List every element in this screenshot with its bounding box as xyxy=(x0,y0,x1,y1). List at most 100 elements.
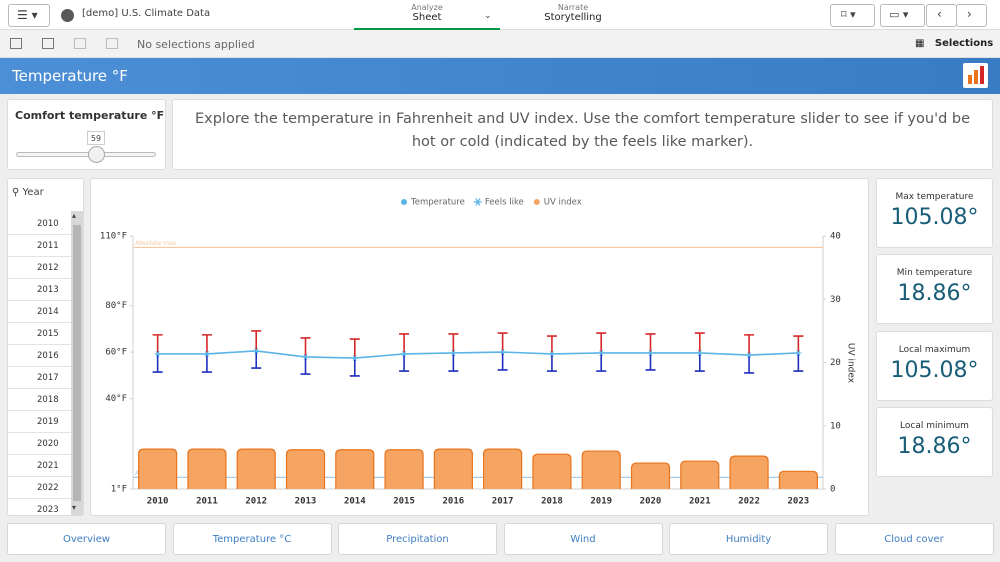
feels-like-marker xyxy=(302,354,309,360)
uv-bar xyxy=(433,448,473,489)
error-bar-min xyxy=(744,355,755,374)
y2-tick-label: 40 xyxy=(830,232,841,242)
x-tick-label: 2023 xyxy=(788,497,810,507)
app-title: [demo] U.S. Climate Data xyxy=(82,8,211,19)
selection-bar: No selections applied ▦ Selections xyxy=(0,30,1000,58)
prev-button[interactable]: ‹ xyxy=(926,4,957,27)
kpi-card: Min temperature 18.86° xyxy=(876,254,993,324)
uv-bar xyxy=(138,448,178,489)
y2-axis-title: UV index xyxy=(846,343,856,384)
year-item[interactable]: 2021 xyxy=(8,455,71,477)
error-bar-max xyxy=(201,334,212,354)
error-bar-min xyxy=(349,358,360,377)
error-bar-max xyxy=(300,337,311,357)
uv-bar xyxy=(285,449,326,489)
year-item[interactable]: 2017 xyxy=(8,367,71,389)
uv-bar xyxy=(729,455,769,489)
kpi-label: Max temperature xyxy=(895,192,974,202)
error-bar-max xyxy=(596,332,607,353)
kpi-card: Local maximum 105.08° xyxy=(876,331,993,401)
year-item[interactable]: 2015 xyxy=(8,323,71,345)
sheet-button[interactable]: ▭ ▾ xyxy=(880,4,925,27)
year-item[interactable]: 2013 xyxy=(8,279,71,301)
nav-tab[interactable]: Overview xyxy=(7,523,166,555)
x-tick-label: 2022 xyxy=(738,497,760,507)
uv-bar xyxy=(187,448,227,489)
error-bar-max xyxy=(399,333,410,354)
scroll-thumb[interactable] xyxy=(73,225,81,501)
selections-label: Selections xyxy=(934,38,994,49)
tool-icon[interactable] xyxy=(10,38,22,49)
nav-tab[interactable]: Wind xyxy=(503,523,663,555)
error-bar-min xyxy=(399,353,410,372)
y-tick-label: 80°F xyxy=(105,301,127,311)
app-icon xyxy=(61,9,74,22)
year-item[interactable]: 2016 xyxy=(8,345,71,367)
error-bar-min xyxy=(152,353,163,373)
next-button[interactable]: › xyxy=(956,4,987,27)
scroll-up[interactable]: ▴ xyxy=(72,211,77,220)
tab-narrate[interactable]: Narrate Storytelling xyxy=(500,0,646,30)
x-tick-label: 2019 xyxy=(590,497,612,507)
y2-tick-label: 20 xyxy=(830,358,841,368)
year-item[interactable]: 2018 xyxy=(8,389,71,411)
error-bar-max xyxy=(793,335,804,353)
nav-tab[interactable]: Temperature °C xyxy=(172,523,332,555)
tool-icon[interactable] xyxy=(42,38,54,49)
year-item[interactable]: 2011 xyxy=(8,235,71,257)
error-bar-max xyxy=(497,332,508,353)
year-filter: ⚲ Year 2010 2011 2012 2013 2014 2015 2016 2017 2… xyxy=(7,178,84,516)
year-item[interactable]: 2020 xyxy=(8,433,71,455)
feels-like-marker xyxy=(253,348,260,354)
temperature-line xyxy=(157,350,799,359)
slider-thumb[interactable] xyxy=(88,146,105,163)
feels-like-marker xyxy=(548,351,555,357)
year-item[interactable]: 2014 xyxy=(8,301,71,323)
kpi-value: 18.86° xyxy=(897,434,972,459)
uv-bar xyxy=(532,453,572,489)
kpi-label: Local maximum xyxy=(898,345,971,355)
sheet-title: Temperature °F xyxy=(12,67,128,85)
legend-marker xyxy=(533,199,540,205)
feels-like-marker xyxy=(696,350,703,356)
tool-icon[interactable] xyxy=(106,38,118,49)
tab-analyze[interactable]: Analyze Sheet ⌄ xyxy=(354,0,500,30)
feels-like-marker xyxy=(795,350,802,356)
bookmark-button[interactable]: ⌑ ▾ xyxy=(830,4,875,27)
nav-tab[interactable]: Precipitation xyxy=(338,523,497,555)
feels-like-marker xyxy=(401,351,408,357)
legend-label: UV index xyxy=(544,198,582,208)
legend-label: Temperature xyxy=(410,198,465,208)
kpi-label: Min temperature xyxy=(896,268,973,278)
scroll-down[interactable]: ▾ xyxy=(72,503,77,512)
nav-tab[interactable]: Humidity xyxy=(669,523,828,555)
uv-bar xyxy=(581,450,621,489)
x-tick-label: 2012 xyxy=(245,497,267,507)
tab-value: Sheet xyxy=(412,12,442,23)
year-item[interactable]: 2019 xyxy=(8,411,71,433)
year-label-text: Year xyxy=(22,187,44,198)
nav-tab[interactable]: Cloud cover xyxy=(834,523,994,555)
uv-bar xyxy=(384,449,424,489)
scrollbar[interactable]: ▴ ▾ xyxy=(71,211,83,515)
y-tick-label: 40°F xyxy=(105,394,127,404)
error-bar-min xyxy=(201,353,212,373)
year-item[interactable]: 2022 xyxy=(8,477,71,499)
year-item[interactable]: 2023 xyxy=(8,499,71,515)
menu-button[interactable]: ☰ ▾ xyxy=(8,4,50,27)
legend-marker xyxy=(401,199,407,205)
error-bar-min xyxy=(448,352,459,372)
error-bar-min xyxy=(793,352,804,372)
kpi-label: Local minimum xyxy=(900,421,969,431)
year-item[interactable]: 2012 xyxy=(8,257,71,279)
slider-track[interactable] xyxy=(16,152,156,157)
x-tick-label: 2018 xyxy=(541,497,563,507)
uv-bar xyxy=(335,449,375,489)
x-tick-label: 2021 xyxy=(689,497,711,507)
error-bar-max xyxy=(448,333,459,353)
selections-button[interactable]: ▦ Selections xyxy=(915,38,994,49)
year-item[interactable]: 2010 xyxy=(8,213,71,235)
y-tick-label: 60°F xyxy=(105,348,127,358)
tool-icon[interactable] xyxy=(74,38,86,49)
